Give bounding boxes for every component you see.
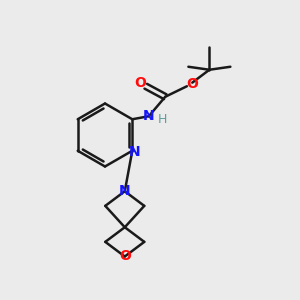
Text: O: O <box>134 76 146 90</box>
Text: H: H <box>158 113 167 126</box>
Text: N: N <box>143 109 154 123</box>
Text: N: N <box>129 145 140 159</box>
Text: N: N <box>119 184 130 198</box>
Text: O: O <box>119 250 131 263</box>
Text: O: O <box>186 77 198 91</box>
